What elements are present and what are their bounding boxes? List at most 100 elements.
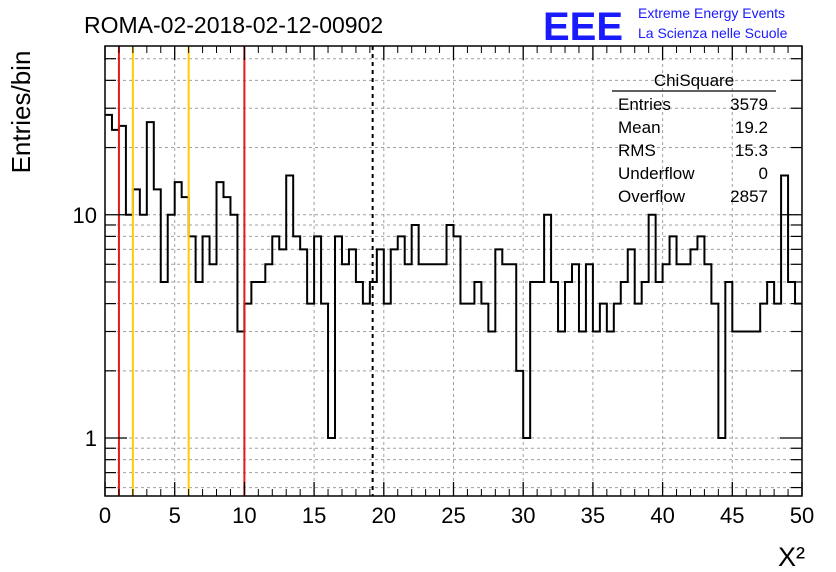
histogram-bin [314,236,321,496]
eee-logo: EEE Extreme Energy Events La Scienza nel… [543,5,788,49]
histogram-bin [328,438,335,496]
histogram-bin [704,264,711,496]
histogram-bin [307,304,314,496]
histogram-bin [405,264,412,496]
histogram-bin [677,264,684,496]
histogram-bin [391,249,398,496]
stats-value: 3579 [730,95,768,114]
histogram-bin [628,249,635,496]
histogram-bin [140,215,147,496]
histogram-bin [481,304,488,496]
histogram-bin [210,264,217,496]
histogram-bin [105,115,112,496]
logo-line-1: Extreme Energy Events [638,5,785,21]
histogram-bin [732,332,739,496]
x-tick-label: 0 [99,503,111,528]
histogram-bars [105,113,802,496]
histogram-bin [565,282,572,496]
stats-value: 15.3 [735,141,768,160]
x-tick-label: 5 [169,503,181,528]
histogram-bin [182,197,189,496]
histogram-bin [746,332,753,496]
histogram-bin [781,175,788,496]
histogram-bin [718,438,725,496]
histogram-bin [251,282,258,496]
histogram-bin [502,264,509,496]
histogram-bin [133,189,140,496]
stats-label: RMS [618,141,656,160]
histogram-bin [642,282,649,496]
x-tick-label: 50 [790,503,814,528]
histogram-bin [426,264,433,496]
histogram-bin [739,332,746,496]
histogram-bin [614,304,621,496]
histogram-bin [495,249,502,496]
histogram-bin [474,282,481,496]
histogram-bin [126,215,133,496]
histogram-bin [558,332,565,496]
histogram-bin [454,236,461,496]
x-tick-label: 35 [581,503,605,528]
histogram-bin [774,304,781,496]
histogram-outline [105,113,802,440]
histogram-bin [377,249,384,496]
histogram-bin [412,225,419,496]
histogram-bin [656,282,663,496]
histogram-bin [147,122,154,496]
histogram-bin [795,304,802,496]
histogram-bin [272,236,279,496]
histogram-bin [440,264,447,496]
histogram-bin [196,282,203,496]
histogram-bin [663,264,670,496]
histogram-bin [516,371,523,496]
histogram-bin [586,264,593,496]
histogram-bin [579,332,586,496]
histogram-bin [119,126,126,496]
histogram-bin [342,264,349,496]
histogram-bin [230,215,237,496]
histogram-bin [753,332,760,496]
histogram-bin [279,249,286,496]
histogram-bin [356,282,363,496]
histogram-bin [161,282,168,496]
histogram-bin [300,249,307,496]
histogram-bin [711,304,718,496]
threshold-lines [117,46,374,496]
histogram-bin [530,282,537,496]
histogram-bin [767,282,774,496]
histogram-bin [460,304,467,496]
histogram-bin [203,236,210,496]
axes: 0 5 10 15 20 25 30 35 40 45 50 1 10 [73,45,814,528]
histogram-bin [398,236,405,496]
y-tick-label: 1 [85,426,97,451]
histogram-bin [697,236,704,496]
histogram-bin [154,189,161,496]
histogram-bin [286,175,293,496]
histogram-bin [175,182,182,496]
histogram-bin [488,332,495,496]
x-tick-label: 10 [232,503,256,528]
histogram-bin [537,282,544,496]
histogram-bin [258,282,265,496]
histogram-bin [467,304,474,496]
histogram-bin [600,304,607,496]
histogram-bin [217,182,224,496]
x-tick-label: 25 [441,503,465,528]
run-title: ROMA-02-2018-02-12-00902 [84,12,383,38]
x-axis-label: X² [778,542,805,572]
histogram-bin [363,304,370,496]
histogram-bin [112,130,119,496]
histogram-bin [237,332,244,496]
histogram-bin [293,236,300,496]
logo-line-2: La Scienza nelle Scuole [638,25,788,41]
histogram-bin [321,304,328,496]
histogram-bin [447,225,454,496]
histogram-bin [551,282,558,496]
histogram-bin [760,304,767,496]
histogram-bin [223,197,230,496]
stats-title: ChiSquare [654,71,734,90]
logo-mark: EEE [543,5,623,49]
histogram-bin [189,236,196,496]
histogram-bin [509,264,516,496]
